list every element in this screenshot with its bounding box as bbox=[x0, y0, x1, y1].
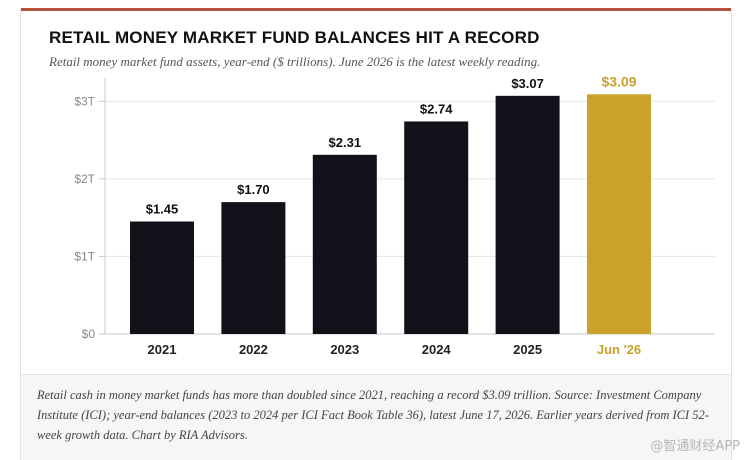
bar bbox=[587, 94, 651, 334]
data-label: $2.31 bbox=[329, 135, 362, 150]
category-label: 2021 bbox=[148, 342, 177, 357]
bar bbox=[130, 221, 194, 334]
category-label: Jun '26 bbox=[597, 342, 641, 357]
bar-chart: $0 $1T $2T $3T $1.45 2021 $1.70 2022 $2.31 2023 $2… bbox=[74, 73, 715, 357]
data-label: $1.70 bbox=[237, 182, 270, 197]
bar bbox=[495, 95, 560, 334]
category-label: 2025 bbox=[513, 342, 542, 357]
category-label: 2023 bbox=[330, 342, 359, 357]
category-label: 2022 bbox=[239, 342, 268, 357]
y-tick-label: $0 bbox=[82, 327, 96, 341]
chart-subtitle: Retail money market fund assets, year-en… bbox=[49, 54, 541, 69]
chart-title: RETAIL MONEY MARKET FUND BALANCES HIT A … bbox=[49, 28, 540, 47]
chart-card: RETAIL MONEY MARKET FUND BALANCES HIT A … bbox=[20, 8, 732, 460]
watermark: @智通财经APP bbox=[650, 439, 740, 454]
bar bbox=[404, 121, 469, 335]
bar bbox=[312, 154, 377, 334]
top-accent-rule bbox=[21, 8, 731, 11]
data-label: $3.09 bbox=[601, 73, 636, 89]
data-label: $3.07 bbox=[511, 76, 544, 91]
bar bbox=[221, 202, 286, 334]
footer: Retail cash in money market funds has mo… bbox=[21, 374, 731, 460]
footer-note: Retail cash in money market funds has mo… bbox=[37, 388, 709, 442]
y-tick-label: $1T bbox=[74, 249, 95, 263]
data-label: $2.74 bbox=[420, 101, 453, 116]
y-tick-label: $2T bbox=[74, 172, 95, 186]
category-label: 2024 bbox=[422, 342, 452, 357]
y-tick-label: $3T bbox=[74, 94, 95, 108]
data-label: $1.45 bbox=[146, 202, 179, 217]
